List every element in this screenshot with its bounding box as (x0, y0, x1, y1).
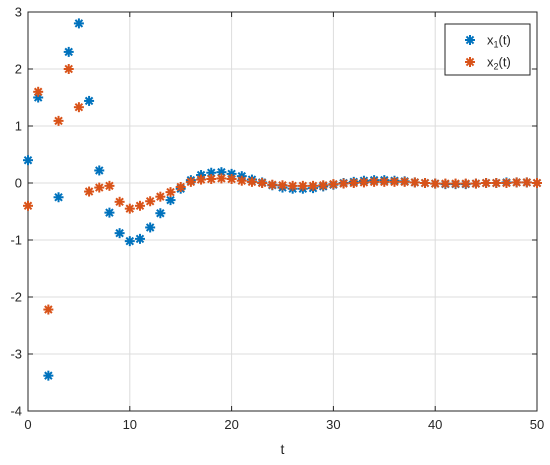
data-point (63, 64, 74, 74)
data-point (246, 176, 257, 187)
data-point (420, 178, 431, 188)
data-point (460, 178, 471, 189)
y-tick-label: -3 (10, 347, 22, 362)
x-tick-label: 40 (428, 417, 442, 432)
data-point (104, 207, 115, 218)
x-tick-label: 50 (530, 417, 544, 432)
data-point (206, 174, 217, 185)
data-point (358, 177, 369, 188)
data-point (155, 191, 166, 202)
data-point (287, 180, 298, 191)
data-point (389, 176, 400, 187)
data-point (63, 46, 74, 57)
x-axis-label: t (281, 441, 285, 457)
data-point (399, 176, 410, 187)
data-point (369, 176, 380, 187)
legend-entry-2: x2(t) (465, 55, 511, 72)
x-tick-label: 10 (123, 417, 137, 432)
data-point (491, 178, 502, 188)
data-point (440, 178, 451, 189)
legend-entry-1: x1(t) (465, 33, 511, 50)
y-tick-label: -2 (10, 290, 22, 305)
x-tick-label: 30 (326, 417, 340, 432)
data-point (185, 176, 196, 187)
axes (27, 11, 538, 412)
plot-background (28, 12, 537, 411)
data-point (23, 155, 33, 166)
y-tick-label: 0 (15, 176, 22, 191)
series-2 (23, 64, 542, 315)
x-tick-label: 0 (24, 417, 31, 432)
data-point (226, 174, 237, 185)
legend-label: x1(t) (487, 33, 511, 50)
data-point (521, 177, 532, 188)
data-point (338, 178, 349, 189)
data-point (297, 180, 308, 191)
data-point (236, 175, 247, 186)
data-point (379, 176, 390, 187)
data-point (84, 95, 95, 106)
data-point (23, 200, 33, 211)
data-point (308, 180, 319, 191)
data-point (175, 181, 186, 192)
y-tick-label: 3 (15, 5, 22, 20)
legend-marker (465, 35, 475, 45)
data-point (73, 102, 84, 113)
legend-marker (465, 57, 475, 67)
data-point (267, 179, 278, 190)
data-point (277, 180, 288, 191)
data-point (257, 178, 268, 188)
data-point (481, 178, 492, 188)
x-tick-label: 20 (224, 417, 238, 432)
y-tick-label: -1 (10, 233, 22, 248)
data-point (348, 178, 359, 188)
data-point (145, 222, 156, 233)
data-point (196, 174, 207, 185)
data-point (318, 180, 329, 191)
data-point (114, 228, 125, 239)
data-point (430, 178, 441, 189)
data-point (155, 208, 166, 219)
data-point (450, 178, 461, 189)
data-point (33, 86, 44, 97)
data-point (328, 179, 339, 190)
data-point (84, 186, 95, 197)
data-point (104, 180, 115, 191)
axes-box (27, 11, 538, 412)
data-point (43, 304, 54, 315)
data-point (43, 370, 54, 381)
data-point (94, 165, 105, 176)
data-point (124, 203, 135, 214)
data-point (409, 177, 420, 188)
legend-box (444, 23, 531, 76)
data-point (165, 187, 176, 198)
data-point (532, 178, 542, 188)
data-point (124, 236, 135, 247)
legend-label: x2(t) (487, 55, 511, 72)
data-point (134, 200, 145, 211)
tick-labels: 0 10 20 30 40 50 -4 -3 -2 -1 0 1 2 3 (10, 5, 544, 433)
data-points (23, 18, 542, 381)
data-point (73, 18, 84, 29)
data-point (216, 173, 227, 184)
data-point (501, 178, 512, 188)
data-point (511, 177, 522, 188)
y-tick-label: 2 (15, 62, 22, 77)
data-point (53, 192, 64, 203)
legend: x1(t) x2(t) (444, 23, 531, 76)
data-point (145, 196, 156, 207)
data-point (94, 182, 105, 193)
data-point (470, 178, 481, 189)
data-point (53, 115, 64, 126)
data-point (134, 233, 145, 244)
y-tick-label: -4 (10, 404, 22, 419)
data-point (114, 196, 125, 207)
y-tick-label: 1 (15, 119, 22, 134)
